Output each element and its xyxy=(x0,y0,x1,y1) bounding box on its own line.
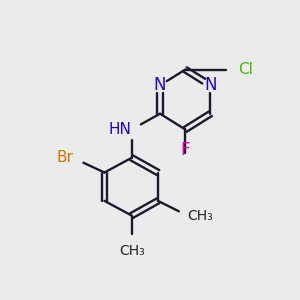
Text: N: N xyxy=(204,76,217,94)
Text: N: N xyxy=(154,76,166,94)
Text: HN: HN xyxy=(109,122,132,137)
Text: F: F xyxy=(181,141,190,159)
Text: CH₃: CH₃ xyxy=(187,208,213,223)
Text: CH₃: CH₃ xyxy=(119,244,145,258)
Text: Br: Br xyxy=(56,150,73,165)
Text: Cl: Cl xyxy=(238,62,253,77)
